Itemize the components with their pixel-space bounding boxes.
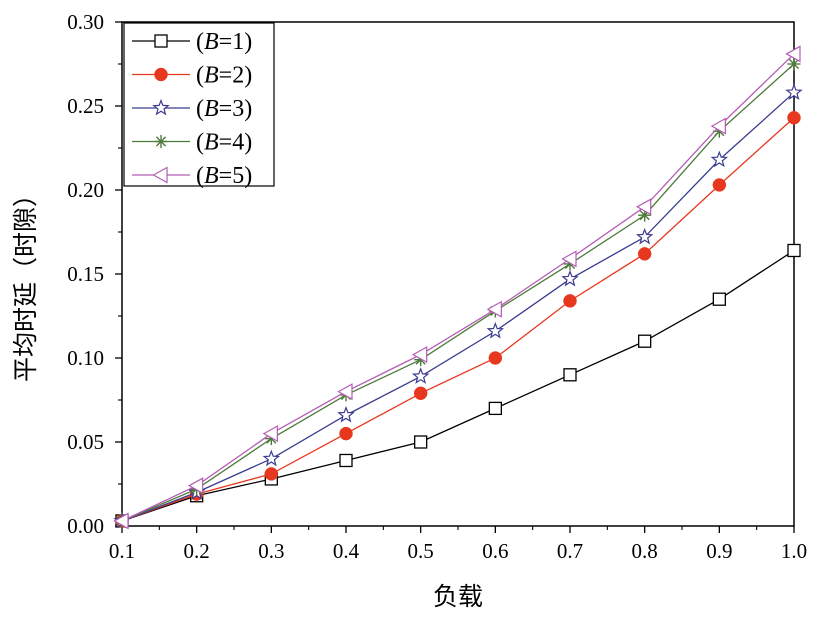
data-point xyxy=(712,178,727,192)
data-point xyxy=(411,367,430,384)
data-point xyxy=(563,294,577,308)
x-axis: 0.1 0.2 0.3 0.4 0.5 0.6 0.7 0.8 0.9 1.0 xyxy=(109,526,807,563)
legend-marker xyxy=(154,67,168,82)
series-1 xyxy=(115,243,801,528)
data-point xyxy=(710,150,729,168)
data-point xyxy=(785,83,803,100)
x-tick-label: 0.3 xyxy=(258,539,284,563)
series-line xyxy=(121,53,795,522)
y-tick-label: 0.20 xyxy=(67,178,104,202)
data-point xyxy=(486,300,502,318)
legend-entry: (B=5) xyxy=(132,163,252,189)
x-tick-label: 0.6 xyxy=(482,539,508,563)
y-tick-label: 0.00 xyxy=(67,514,104,538)
x-axis-title: 负载 xyxy=(433,583,483,611)
y-tick-label: 0.25 xyxy=(67,94,104,118)
legend: (B=1) (B=2) (B=3) (B=4) (B=5) xyxy=(123,22,275,189)
x-tick-label: 0.1 xyxy=(109,539,135,563)
data-point xyxy=(262,425,278,443)
legend-label: (B=5) xyxy=(196,163,252,189)
data-point xyxy=(710,117,726,135)
data-point xyxy=(563,368,577,382)
y-tick-label: 0.15 xyxy=(67,262,104,286)
data-point xyxy=(337,405,355,423)
data-point xyxy=(488,401,502,416)
y-axis-title: 平均时延（时隙） xyxy=(12,182,40,382)
legend-marker xyxy=(154,135,168,148)
data-point xyxy=(638,334,652,348)
data-point xyxy=(488,351,503,365)
legend-label: (B=3) xyxy=(196,96,252,122)
legend-entry: (B=4) xyxy=(132,130,252,156)
y-tick-label: 0.10 xyxy=(67,346,104,370)
x-tick-label: 0.2 xyxy=(184,539,210,563)
series-layer xyxy=(113,45,803,530)
series-line xyxy=(121,63,795,522)
data-point xyxy=(635,227,654,245)
data-point xyxy=(561,269,579,287)
data-point xyxy=(637,247,652,261)
data-point xyxy=(264,467,279,481)
x-tick-label: 0.8 xyxy=(632,539,658,563)
x-tick-label: 0.9 xyxy=(706,539,732,563)
data-point xyxy=(561,250,577,268)
x-tick-label: 0.7 xyxy=(557,539,583,563)
legend-label: (B=1) xyxy=(196,29,252,55)
data-point xyxy=(635,198,652,216)
data-point xyxy=(712,292,726,306)
series-line xyxy=(121,92,795,522)
legend-box xyxy=(123,22,275,187)
data-point xyxy=(262,449,281,467)
data-point xyxy=(486,321,505,339)
legend-entry: (B=2) xyxy=(132,63,252,89)
legend-marker xyxy=(152,98,170,116)
data-point xyxy=(113,512,129,530)
legend-entry: (B=3) xyxy=(132,96,252,122)
legend-marker xyxy=(152,166,168,184)
series-line xyxy=(121,117,795,522)
data-point xyxy=(187,477,204,495)
legend-label: (B=4) xyxy=(196,130,252,156)
legend-entry: (B=1) xyxy=(132,29,252,55)
data-point xyxy=(339,426,353,441)
series-2 xyxy=(115,111,801,528)
x-tick-label: 1.0 xyxy=(781,539,807,563)
y-axis: 0.00 0.05 0.10 0.15 0.20 0.25 0.30 xyxy=(67,10,122,538)
data-point xyxy=(787,57,801,71)
data-point xyxy=(787,243,801,258)
series-line xyxy=(121,249,795,522)
data-point xyxy=(787,111,801,125)
series-5 xyxy=(113,45,801,530)
data-point xyxy=(414,435,428,449)
x-tick-label: 0.4 xyxy=(333,539,360,563)
data-point xyxy=(339,453,353,468)
legend-label: (B=2) xyxy=(196,63,252,89)
y-tick-label: 0.30 xyxy=(67,10,104,34)
data-point xyxy=(337,383,353,401)
x-tick-label: 0.5 xyxy=(408,539,434,563)
data-point xyxy=(785,45,801,63)
data-point xyxy=(413,386,428,401)
legend-marker xyxy=(154,34,168,48)
data-point xyxy=(411,346,428,364)
y-tick-label: 0.05 xyxy=(67,430,104,454)
